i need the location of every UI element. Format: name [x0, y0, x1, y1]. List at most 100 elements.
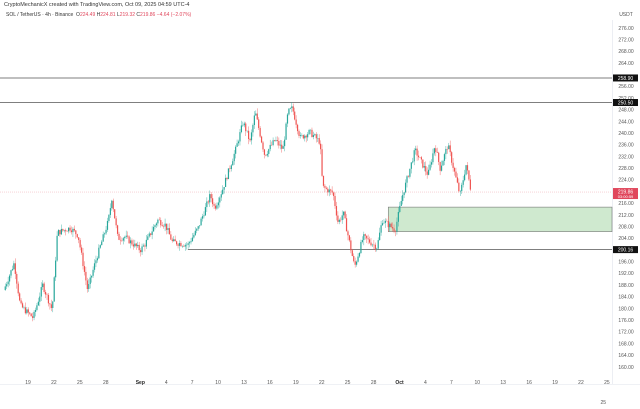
candle-up [191, 237, 194, 242]
last-price-tag [613, 188, 638, 200]
level-price-label: 250.50 [618, 100, 634, 106]
open-label: O [76, 12, 80, 18]
candle-down [318, 138, 320, 144]
candle-down [140, 250, 142, 253]
candle-up [219, 197, 221, 203]
y-tick-label: 248.00 [618, 108, 634, 114]
candle-up [361, 240, 363, 242]
candle-down [366, 235, 368, 239]
candle-down [294, 111, 296, 120]
candle-down [449, 145, 451, 153]
candle-up [102, 234, 104, 242]
candle-down [210, 194, 212, 199]
candle-down [112, 200, 114, 210]
candle-down [27, 309, 29, 313]
candle-up [381, 223, 384, 226]
y-tick-label: 176.00 [618, 318, 634, 324]
x-tick-label: 22 [319, 380, 325, 386]
candle-up [55, 260, 57, 278]
candle-up [429, 164, 431, 170]
candle-up [33, 311, 35, 318]
candle-down [128, 236, 130, 244]
candle-up [89, 277, 91, 285]
chart-credit: CryptoMechanicX created with TradingView… [4, 2, 190, 8]
symbol-title[interactable]: SOL / TetherUS · 4h · Binance [6, 12, 74, 18]
candle-down [452, 162, 454, 168]
candle-up [430, 162, 433, 165]
demand-zone [387, 206, 613, 232]
candle-down [150, 233, 152, 235]
candle-up [37, 301, 39, 306]
x-tick-label: 28 [103, 380, 109, 386]
bar-countdown-label: 03:00:59 [618, 194, 634, 199]
candle-up [40, 287, 42, 297]
candle-down [345, 218, 348, 232]
y-tick-label: 192.00 [618, 271, 634, 277]
candle-up [377, 240, 379, 249]
candle-down [370, 242, 372, 246]
candle-up [239, 132, 241, 142]
candle-up [106, 220, 109, 230]
candle-up [404, 182, 407, 193]
candle-down [212, 198, 214, 205]
candle-up [122, 238, 124, 241]
candle-up [279, 144, 281, 146]
candle-up [72, 228, 74, 233]
candle-up [224, 177, 227, 188]
candle-down [78, 237, 80, 241]
y-tick-label: 276.00 [618, 26, 634, 32]
candle-up [6, 284, 8, 287]
close-label: C [136, 12, 141, 18]
candle-down [50, 304, 52, 308]
candle-down [256, 113, 258, 120]
candle-up [338, 219, 340, 222]
candle-up [291, 106, 293, 109]
candle-up [34, 309, 37, 312]
candle-up [101, 241, 103, 246]
candle-down [168, 228, 171, 235]
x-tick-label: 25 [77, 380, 83, 386]
candle-down [425, 166, 427, 172]
candle-up [157, 219, 159, 224]
candle-down [135, 243, 137, 247]
candle-up [356, 261, 358, 265]
x-tick-label: 19 [552, 380, 558, 386]
candle-down [393, 228, 395, 232]
candle-down [144, 245, 146, 247]
candle-up [402, 195, 404, 201]
candle-down [417, 155, 420, 158]
candle-down [258, 119, 260, 128]
x-tick-label: 19 [25, 380, 31, 386]
candle-up [410, 162, 412, 169]
candle-up [240, 125, 243, 133]
x-tick-label: 13 [241, 380, 247, 386]
candle-up [203, 215, 205, 217]
candle-up [206, 201, 208, 208]
candle-up [465, 165, 467, 175]
candle-down [324, 185, 326, 188]
candle-up [155, 223, 158, 226]
candle-up [42, 283, 44, 288]
candle-up [108, 214, 110, 221]
x-tick-label: 4 [165, 380, 168, 386]
candle-up [4, 286, 6, 291]
candle-up [36, 305, 38, 310]
candle-down [335, 206, 338, 216]
candle-down [62, 228, 64, 231]
candle-up [148, 233, 150, 237]
candle-down [160, 220, 162, 226]
candle-down [174, 239, 176, 242]
candle-down [177, 244, 179, 246]
candle-up [93, 263, 96, 270]
candle-up [151, 231, 153, 235]
low-value: 219.32 [119, 12, 136, 18]
x-tick-label: 28 [371, 380, 377, 386]
footer-label: 25 [600, 400, 606, 406]
x-tick-label: 4 [424, 380, 427, 386]
candle-up [461, 184, 463, 192]
candle-down [214, 205, 217, 209]
y-tick-label: 244.00 [618, 119, 634, 125]
candle-down [131, 240, 133, 245]
candle-down [354, 261, 356, 265]
